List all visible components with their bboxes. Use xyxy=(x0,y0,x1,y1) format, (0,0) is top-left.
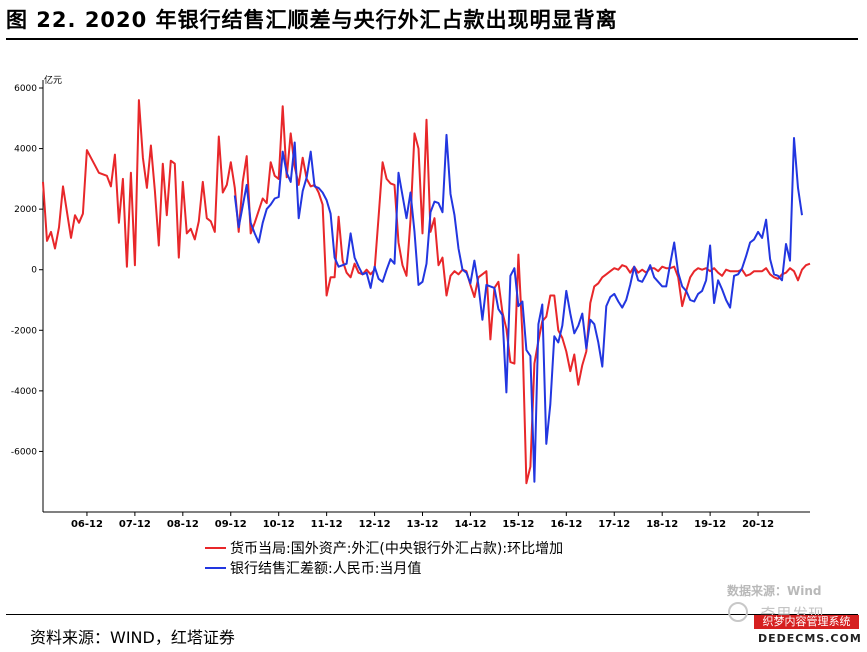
legend-label: 银行结售汇差额:人民币:当月值 xyxy=(230,561,421,577)
series-line-bank-fx-balance xyxy=(233,133,803,483)
footer-divider xyxy=(6,614,858,615)
x-tick-label: 18-12 xyxy=(646,519,678,530)
line-chart: 亿元 6000 4000 2000 0 -2000 -4000 -6000 06-12 07-12… xyxy=(11,74,811,577)
x-tick-label: 14-12 xyxy=(454,519,486,530)
wechat-logo-icon xyxy=(728,602,748,622)
title-divider xyxy=(6,38,858,40)
x-tick-label: 15-12 xyxy=(502,519,534,530)
x-tick-label: 17-12 xyxy=(598,519,630,530)
series-line-fx-reserves xyxy=(42,99,811,485)
x-tick-label: 11-12 xyxy=(311,519,343,530)
x-tick-label: 19-12 xyxy=(694,519,726,530)
y-tick-label: 2000 xyxy=(14,205,37,215)
page-title: 图 22. 2020 年银行结售汇顺差与央行外汇占款出现明显背离 xyxy=(6,8,618,32)
x-tick-label: 06-12 xyxy=(71,519,103,530)
data-source-watermark: 数据来源：Wind xyxy=(727,584,822,598)
x-tick-label: 16-12 xyxy=(550,519,582,530)
x-tick-label: 09-12 xyxy=(215,519,247,530)
site-watermark: DEDECMS.COM xyxy=(758,632,862,645)
y-tick-label: 6000 xyxy=(14,84,37,94)
x-tick-label: 08-12 xyxy=(167,519,199,530)
y-tick-label: 0 xyxy=(31,266,37,276)
y-tick-label: 4000 xyxy=(14,145,37,155)
x-tick-label: 13-12 xyxy=(407,519,439,530)
y-tick-label: -4000 xyxy=(11,387,37,397)
x-tick-label: 20-12 xyxy=(742,519,774,530)
x-tick-label: 07-12 xyxy=(119,519,151,530)
y-tick-label: -2000 xyxy=(11,326,37,336)
banner-watermark: 织梦内容管理系统 xyxy=(754,615,859,629)
x-tick-label: 12-12 xyxy=(359,519,391,530)
x-tick-label: 10-12 xyxy=(263,519,295,530)
y-axis-unit: 亿元 xyxy=(44,74,62,86)
legend-label: 货币当局:国外资产:外汇(中央银行外汇占款):环比增加 xyxy=(230,540,563,557)
source-note: 资料来源：WIND，红塔证券 xyxy=(30,628,235,647)
y-tick-label: -6000 xyxy=(11,447,37,457)
